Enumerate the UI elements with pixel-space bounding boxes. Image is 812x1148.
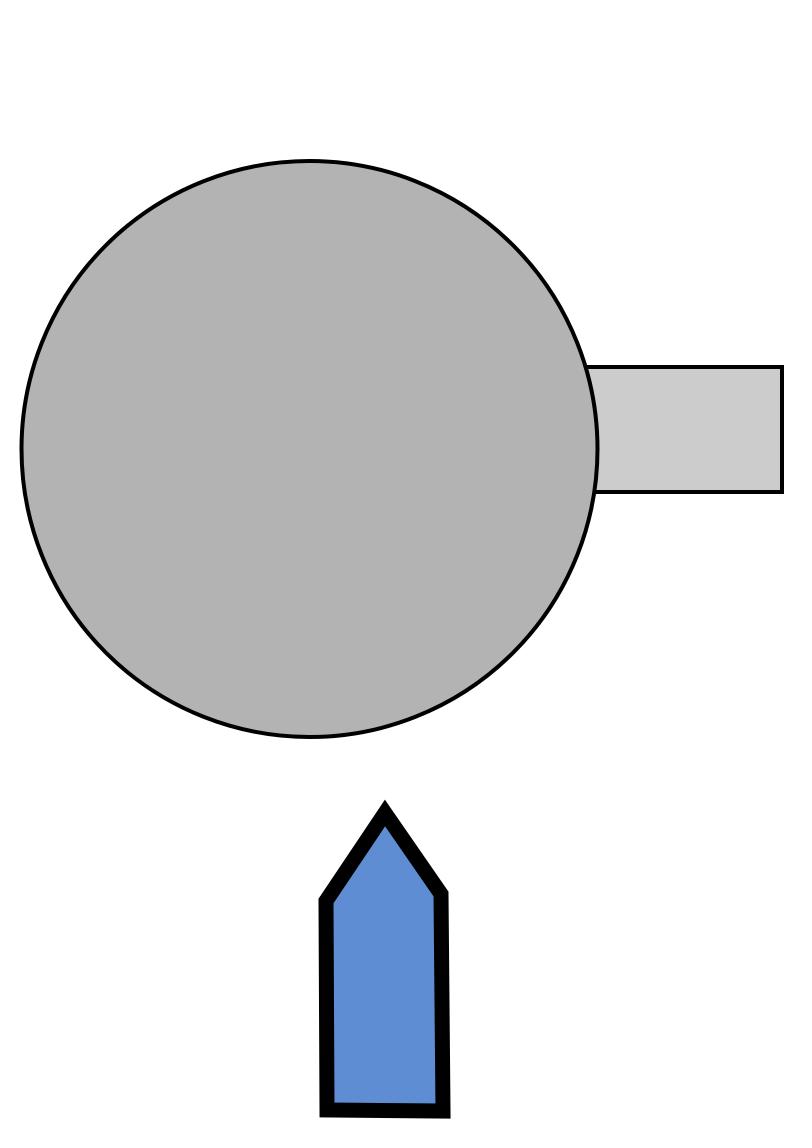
arrow-pentagon bbox=[318, 799, 451, 1119]
side-rectangle bbox=[581, 365, 784, 494]
large-circle bbox=[19, 159, 600, 739]
